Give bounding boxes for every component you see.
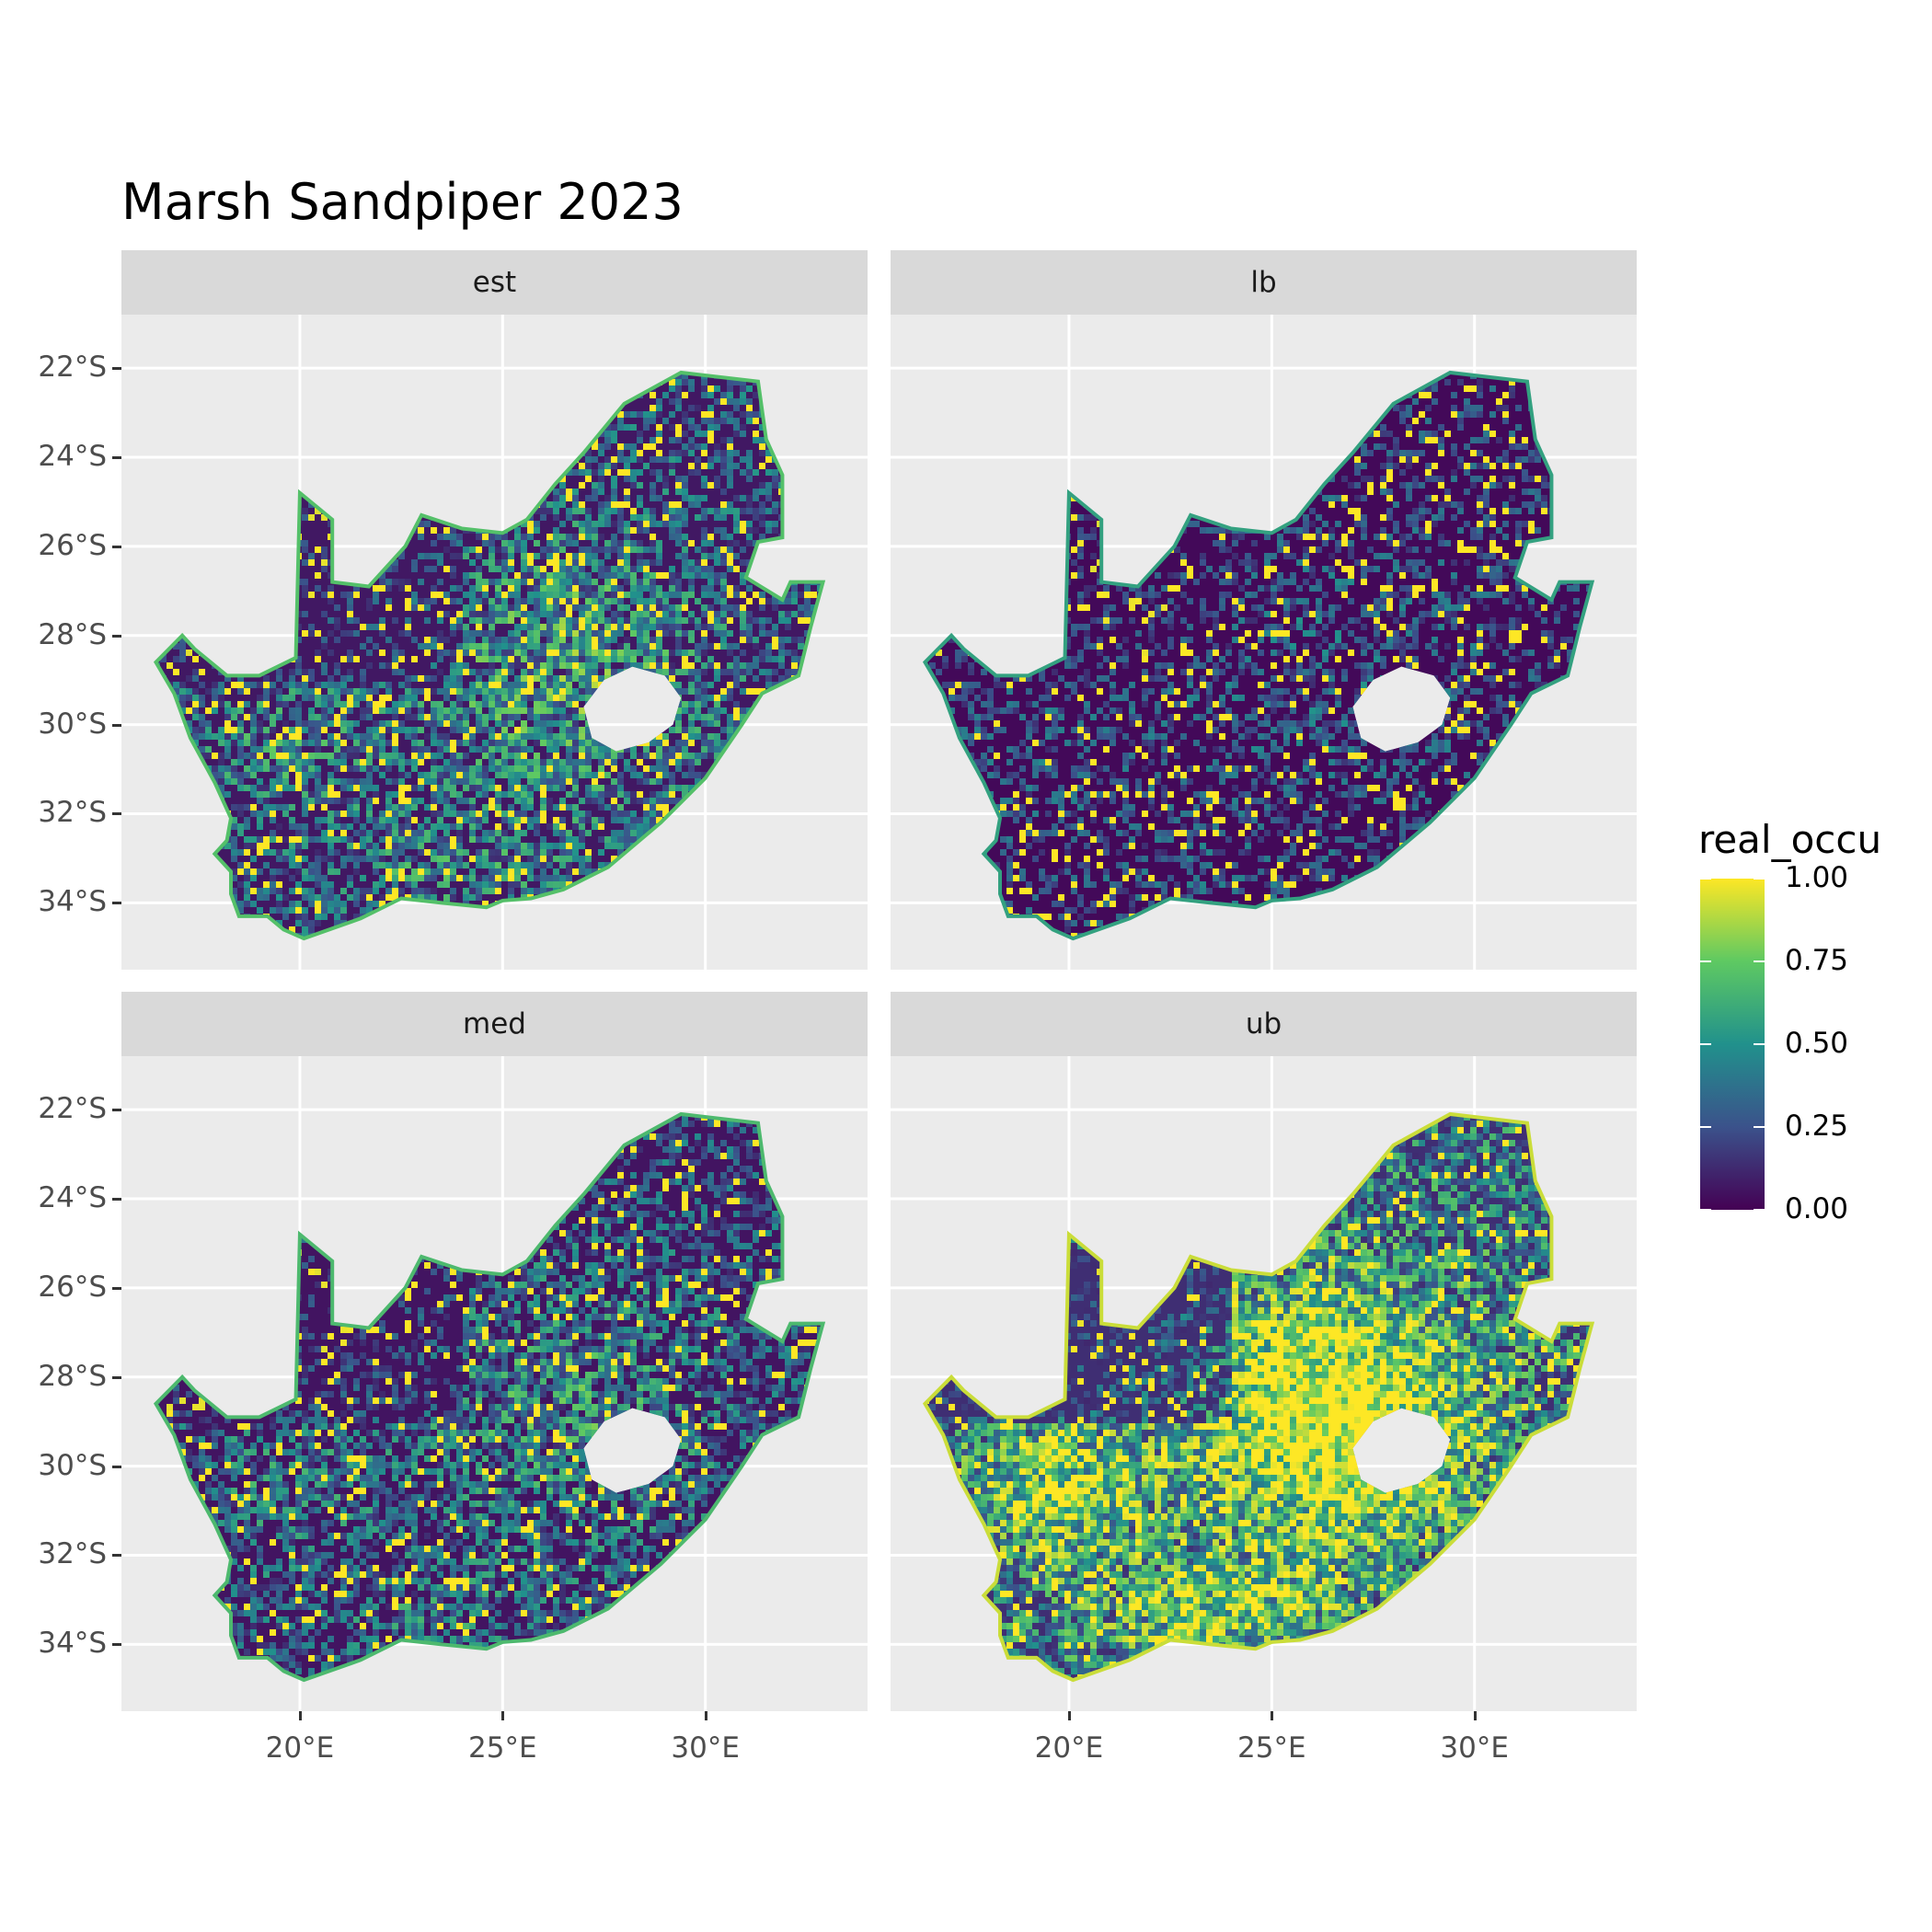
x-tick-mark — [1067, 1711, 1071, 1720]
facet-plot-est — [121, 315, 868, 970]
occupancy-raster-ub — [925, 1113, 1593, 1681]
y-tick-label: 22°S — [15, 351, 107, 384]
coastline-lb — [922, 370, 1595, 941]
y-tick-label: 30°S — [15, 1449, 107, 1482]
coastline-ub — [922, 1111, 1595, 1683]
legend-tick — [1700, 878, 1711, 880]
x-tick-label: 25°E — [447, 1731, 558, 1765]
x-tick-label: 20°E — [245, 1731, 355, 1765]
y-tick-label: 22°S — [15, 1092, 107, 1125]
y-tick-label: 34°S — [15, 1627, 107, 1660]
legend-tick — [1754, 1043, 1765, 1045]
x-tick-label: 25°E — [1216, 1731, 1327, 1765]
legend-label: 1.00 — [1785, 861, 1848, 894]
y-tick-mark — [112, 367, 121, 371]
legend-tick — [1700, 1209, 1711, 1211]
y-tick-label: 24°S — [15, 1181, 107, 1214]
facet-plot-lb — [891, 315, 1637, 970]
y-tick-mark — [112, 1554, 121, 1558]
x-tick-mark — [704, 1711, 707, 1720]
legend-label: 0.75 — [1785, 944, 1848, 977]
y-tick-mark — [112, 1465, 121, 1468]
legend-label: 0.00 — [1785, 1192, 1848, 1225]
facet-strip-est: est — [121, 250, 868, 315]
y-tick-mark — [112, 634, 121, 638]
x-tick-mark — [501, 1711, 505, 1720]
x-tick-label: 20°E — [1014, 1731, 1124, 1765]
y-tick-mark — [112, 723, 121, 727]
legend-tick — [1700, 1043, 1711, 1045]
y-tick-label: 28°S — [15, 618, 107, 651]
y-tick-mark — [112, 1197, 121, 1201]
y-tick-label: 34°S — [15, 885, 107, 918]
legend-tick — [1754, 1126, 1765, 1128]
y-tick-label: 30°S — [15, 707, 107, 741]
y-tick-label: 26°S — [15, 1271, 107, 1304]
legend-tick — [1700, 1126, 1711, 1128]
y-tick-mark — [112, 1643, 121, 1647]
y-tick-label: 32°S — [15, 796, 107, 829]
y-tick-mark — [112, 1286, 121, 1290]
x-tick-label: 30°E — [1420, 1731, 1530, 1765]
legend-tick — [1754, 1209, 1765, 1211]
coastline-est — [153, 370, 826, 941]
facet-strip-lb: lb — [891, 250, 1637, 315]
occupancy-raster-lb — [925, 372, 1593, 939]
y-tick-label: 26°S — [15, 529, 107, 562]
y-tick-label: 28°S — [15, 1360, 107, 1393]
legend-title: real_occu — [1698, 817, 1881, 862]
legend-label: 0.50 — [1785, 1027, 1848, 1060]
legend-label: 0.25 — [1785, 1110, 1848, 1143]
y-tick-label: 32°S — [15, 1537, 107, 1570]
legend-tick — [1754, 960, 1765, 962]
facet-plot-ub — [891, 1056, 1637, 1711]
facet-strip-ub: ub — [891, 992, 1637, 1056]
coastline-med — [153, 1111, 826, 1683]
y-tick-mark — [112, 1375, 121, 1379]
facet-strip-med: med — [121, 992, 868, 1056]
y-tick-mark — [112, 902, 121, 905]
x-tick-label: 30°E — [650, 1731, 761, 1765]
legend-tick — [1700, 960, 1711, 962]
plot-title: Marsh Sandpiper 2023 — [121, 173, 684, 231]
y-tick-mark — [112, 545, 121, 548]
legend-tick — [1754, 878, 1765, 880]
x-tick-mark — [298, 1711, 302, 1720]
y-tick-label: 24°S — [15, 440, 107, 473]
map-svg-ub — [891, 1056, 1637, 1711]
map-svg-lb — [891, 315, 1637, 970]
x-tick-mark — [1473, 1711, 1477, 1720]
facet-plot-med — [121, 1056, 868, 1711]
occupancy-raster-med — [155, 1113, 823, 1681]
map-svg-med — [121, 1056, 868, 1711]
y-tick-mark — [112, 455, 121, 459]
occupancy-raster-est — [155, 372, 823, 939]
map-svg-est — [121, 315, 868, 970]
y-tick-mark — [112, 812, 121, 816]
y-tick-mark — [112, 1109, 121, 1112]
x-tick-mark — [1271, 1711, 1274, 1720]
